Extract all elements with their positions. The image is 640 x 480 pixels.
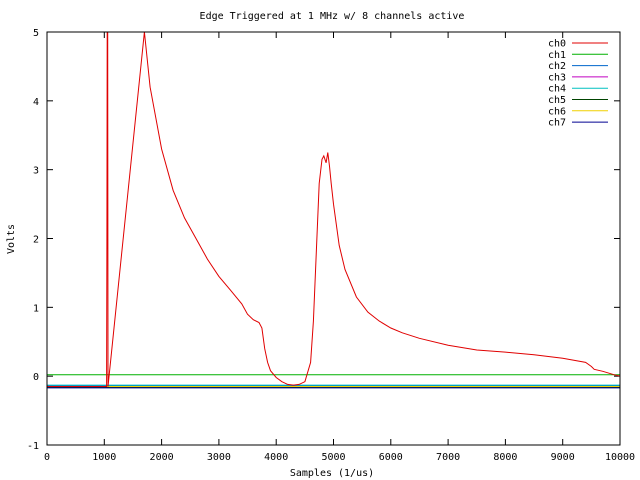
x-tick-label: 8000	[493, 452, 517, 463]
x-tick-label: 3000	[207, 452, 231, 463]
legend-label-ch6: ch6	[548, 106, 566, 117]
x-tick-label: 1000	[92, 452, 116, 463]
legend-label-ch7: ch7	[548, 118, 566, 129]
y-tick-label: 1	[33, 303, 39, 314]
plot-area	[47, 32, 620, 389]
legend-label-ch1: ch1	[548, 50, 566, 61]
plot-frame	[46, 31, 621, 446]
legend-label-ch5: ch5	[548, 95, 566, 106]
x-axis-label: Samples (1/us)	[290, 468, 374, 479]
y-tick-label: 5	[33, 28, 39, 39]
x-tick-label: 9000	[551, 452, 575, 463]
x-tick-label: 5000	[321, 452, 345, 463]
legend-label-ch2: ch2	[548, 61, 566, 72]
legend-label-ch0: ch0	[548, 39, 566, 50]
series-line-ch0	[47, 32, 620, 387]
y-tick-label: 4	[33, 97, 39, 108]
x-tick-label: 7000	[436, 452, 460, 463]
chart-title: Edge Triggered at 1 MHz w/ 8 channels ac…	[200, 11, 465, 22]
x-tick-label: 0	[44, 452, 50, 463]
y-tick-label: 3	[33, 166, 39, 177]
x-tick-label: 6000	[379, 452, 403, 463]
y-axis-label: Volts	[6, 224, 17, 254]
y-tick-label: 2	[33, 235, 39, 246]
x-tick-label: 2000	[150, 452, 174, 463]
legend-label-ch3: ch3	[548, 72, 566, 83]
x-tick-label: 4000	[264, 452, 288, 463]
y-tick-label: -1	[27, 441, 39, 452]
y-tick-label: 0	[33, 372, 39, 383]
legend-label-ch4: ch4	[548, 84, 566, 95]
x-tick-label: 10000	[605, 452, 635, 463]
